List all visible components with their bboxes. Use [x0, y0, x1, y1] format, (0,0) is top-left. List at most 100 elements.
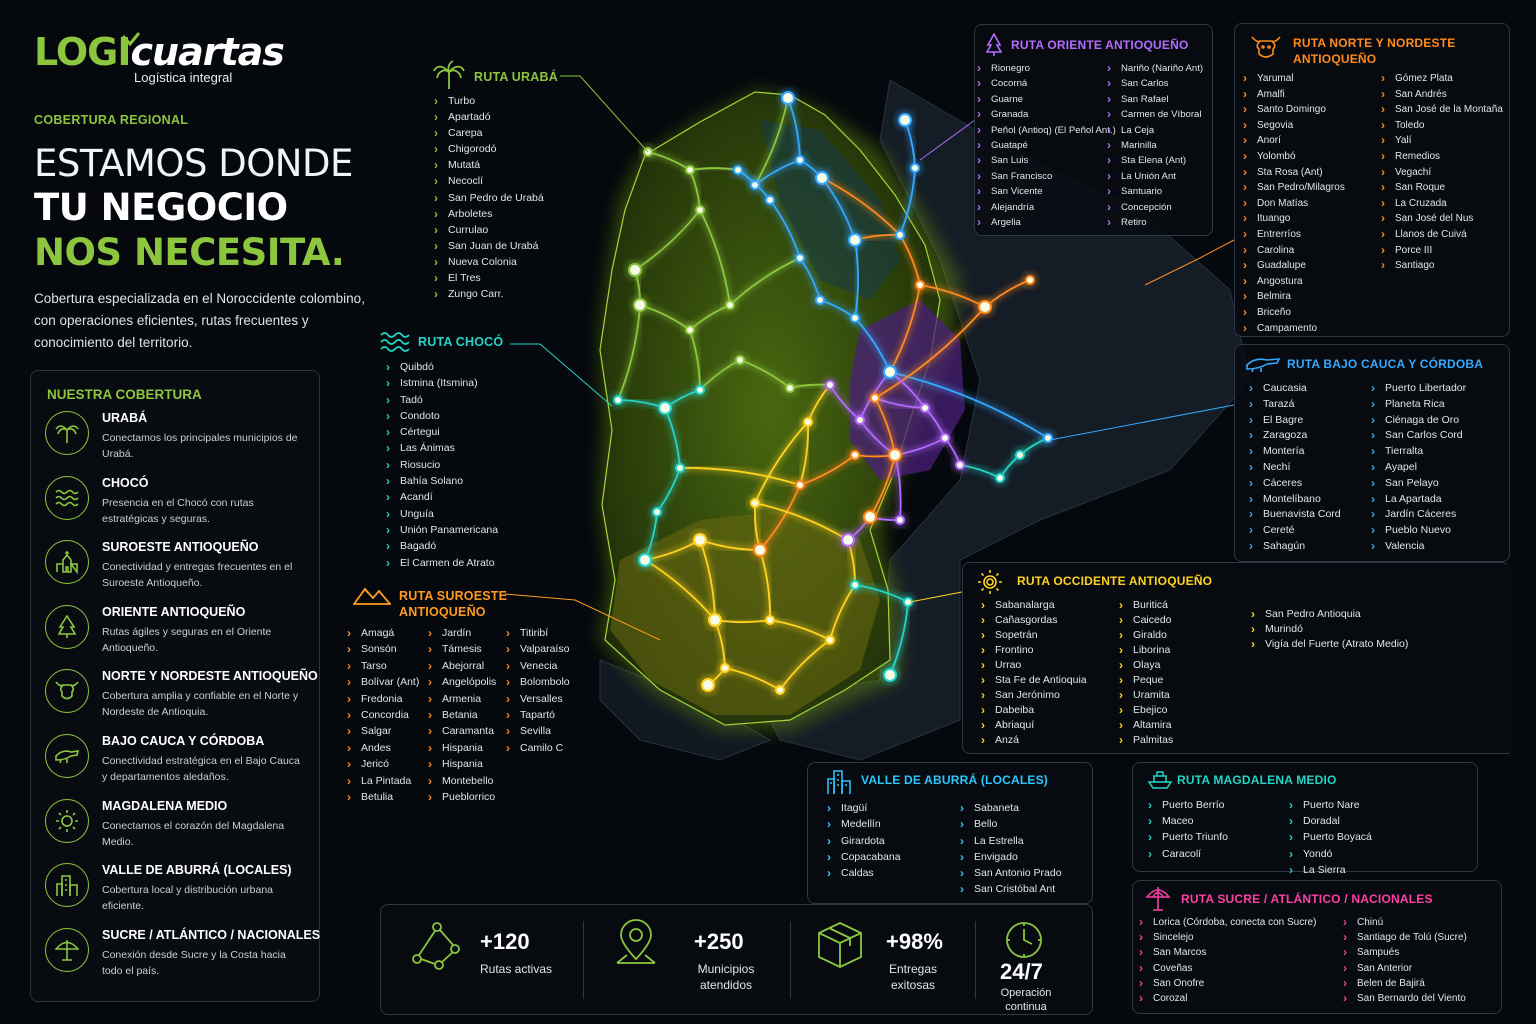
town-item: Ciénaga de Oro: [1369, 413, 1466, 429]
town-item: Hispania: [426, 740, 496, 757]
coverage-icon-ring: [45, 669, 89, 714]
town-item: Santiago de Tolú (Sucre): [1341, 930, 1467, 945]
coverage-item[interactable]: VALLE DE ABURRÁ (LOCALES) Cobertura local…: [45, 863, 315, 923]
cow-icon: [55, 681, 79, 700]
town-item: Armenia: [426, 691, 496, 708]
sun-icon: [978, 570, 1002, 594]
route-oriente[interactable]: RUTA ORIENTE ANTIOQUEÑO RionegroCocornáG…: [974, 24, 1213, 236]
town-list: QuibdóIstmina (Itsmina)TadóCondotoCérteg…: [384, 359, 498, 571]
town-item: Coveñas: [1137, 961, 1316, 976]
route-line: [754, 502, 849, 541]
town-item: Angostura: [1241, 274, 1345, 290]
coverage-item-desc: Conectamos los principales municipios de…: [102, 432, 298, 460]
town-item: Chigorodó: [432, 141, 544, 157]
town-item: San Andrés: [1379, 87, 1503, 103]
town-item: Altamira: [1117, 718, 1173, 733]
coverage-item[interactable]: NORTE Y NORDESTE ANTIOQUEÑO Cobertura amp…: [45, 669, 318, 729]
coverage-item-title: CHOCÓ: [102, 475, 149, 490]
coverage-title: NUESTRA COBERTURA: [47, 387, 202, 402]
town-item: Santo Domingo: [1241, 102, 1345, 118]
route-suroeste[interactable]: RUTA SUROESTE ANTIOQUEÑO AmagáSonsónTars…: [345, 584, 580, 814]
route-norte-nordeste[interactable]: RUTA NORTE Y NORDESTE ANTIOQUEÑO Yarumal…: [1234, 23, 1510, 337]
town-item: Carolina: [1241, 243, 1345, 259]
town-item: San Bernardo del Viento: [1341, 991, 1467, 1006]
route-suroeste-title-1: RUTA SUROESTE: [399, 589, 508, 603]
town-item: Hispania: [426, 756, 496, 773]
route-node: [888, 448, 902, 462]
town-item: Copacabana: [825, 849, 901, 866]
town-item: San Roque: [1379, 180, 1503, 196]
town-item: Vigía del Fuerte (Atrato Medio): [1249, 637, 1408, 652]
map-pin-icon: [616, 919, 656, 964]
coverage-item[interactable]: BAJO CAUCA Y CÓRDOBA Conectividad estraté…: [45, 734, 315, 794]
route-node: [815, 295, 825, 305]
route-node: [708, 613, 722, 627]
route-line: [699, 209, 731, 306]
town-item: San Jerónimo: [979, 688, 1087, 703]
town-list: JardínTámesisAbejorralAngelópolisArmenia…: [426, 625, 496, 806]
town-item: Zaragoza: [1247, 428, 1341, 444]
route-node: [1015, 450, 1025, 460]
town-item: La Unión Ant: [1105, 169, 1203, 185]
town-item: Sabanalarga: [979, 598, 1087, 613]
coverage-item[interactable]: URABÁ Conectamos los principales municipi…: [45, 411, 315, 471]
coverage-item-title: SUCRE / ATLÁNTICO / NACIONALES: [102, 927, 321, 942]
town-item: El Carmen de Atrato: [384, 555, 498, 572]
town-list: TurboApartadóCarepaChigorodóMutatáNecocl…: [432, 93, 544, 302]
coverage-item[interactable]: MAGDALENA MEDIO Conectamos el corazón del…: [45, 798, 315, 859]
town-item: Pueblo Nuevo: [1369, 523, 1466, 539]
stat-entregas-label: Entregas exitosas: [888, 962, 938, 992]
route-node: [841, 533, 855, 547]
town-item: San Pedro de Urabá: [432, 190, 544, 206]
route-node: [638, 553, 652, 567]
route-valle-aburra[interactable]: VALLE DE ABURRÁ (LOCALES) ItagüíMedellín…: [807, 762, 1093, 904]
town-item: Toledo: [1379, 118, 1503, 134]
coverage-item[interactable]: CHOCÓ Presencia en el Chocó con rutas est…: [45, 475, 315, 536]
town-item: Tapartó: [504, 707, 570, 724]
town-item: Nueva Colonia: [432, 254, 544, 270]
route-bajo-cauca[interactable]: RUTA BAJO CAUCA Y CÓRDOBA CaucasiaTarazá…: [1234, 344, 1510, 562]
route-magdalena[interactable]: RUTA MAGDALENA MEDIO Puerto BerríoMaceoP…: [1132, 762, 1478, 878]
crocodile-icon: [55, 750, 79, 764]
coverage-item[interactable]: SUCRE / ATLÁNTICO / NACIONALES Conexión d…: [45, 927, 320, 988]
town-item: Llanos de Cuivá: [1379, 227, 1503, 243]
town-item: Bolívar (Ant): [345, 674, 419, 691]
town-item: Entrerríos: [1241, 227, 1345, 243]
coverage-icon-ring: [45, 475, 89, 520]
town-item: Bahía Solano: [384, 473, 498, 490]
town-item: Ituango: [1241, 211, 1345, 227]
town-item: Sahagún: [1247, 539, 1341, 555]
town-item: Valencia: [1369, 539, 1466, 555]
route-uraba[interactable]: RUTA URABÁ TurboApartadóCarepaChigorodóM…: [432, 60, 592, 310]
town-list: Puerto NareDoradalPuerto BoyacáYondóLa S…: [1287, 797, 1372, 878]
headline-line-3: NOS NECESITA.: [34, 231, 345, 274]
town-item: Andes: [345, 740, 419, 757]
route-node: [765, 195, 775, 205]
coverage-item[interactable]: SUROESTE ANTIOQUEÑO Conectividad y entreg…: [45, 540, 315, 600]
route-occidente[interactable]: RUTA OCCIDENTE ANTIOQUEÑO SabanalargaCañ…: [962, 562, 1510, 754]
town-item: Remedios: [1379, 149, 1503, 165]
buildings-icon: [827, 770, 851, 794]
town-item: Guadalupe: [1241, 258, 1345, 274]
town-list: Puerto LibertadorPlaneta RicaCiénaga de …: [1369, 381, 1466, 555]
route-node: [795, 480, 805, 490]
town-item: Liborina: [1117, 643, 1173, 658]
route-choco-title: RUTA CHOCÓ: [418, 335, 504, 349]
town-item: Venecia: [504, 658, 570, 675]
town-item: Puerto Libertador: [1369, 381, 1466, 397]
brand-logo[interactable]: LOGIcuartas Logística integral: [34, 30, 285, 90]
route-node: [633, 298, 647, 312]
town-item: Jardín: [426, 625, 496, 642]
coverage-item[interactable]: ORIENTE ANTIOQUEÑO Rutas ágiles y seguras…: [45, 604, 315, 665]
route-node: [781, 91, 795, 105]
town-item: Unión Panamericana: [384, 522, 498, 539]
route-choco[interactable]: RUTA CHOCÓ QuibdóIstmina (Itsmina)TadóCo…: [380, 326, 530, 576]
town-item: Amagá: [345, 625, 419, 642]
route-node: [850, 313, 860, 323]
town-item: Arboletes: [432, 206, 544, 222]
town-item: Sopetrán: [979, 628, 1087, 643]
coverage-item-title: SUROESTE ANTIOQUEÑO: [102, 540, 259, 555]
route-uraba-title: RUTA URABÁ: [474, 70, 558, 84]
town-item: San José del Nus: [1379, 211, 1503, 227]
route-sucre[interactable]: RUTA SUCRE / ATLÁNTICO / NACIONALES Lori…: [1132, 880, 1502, 1014]
